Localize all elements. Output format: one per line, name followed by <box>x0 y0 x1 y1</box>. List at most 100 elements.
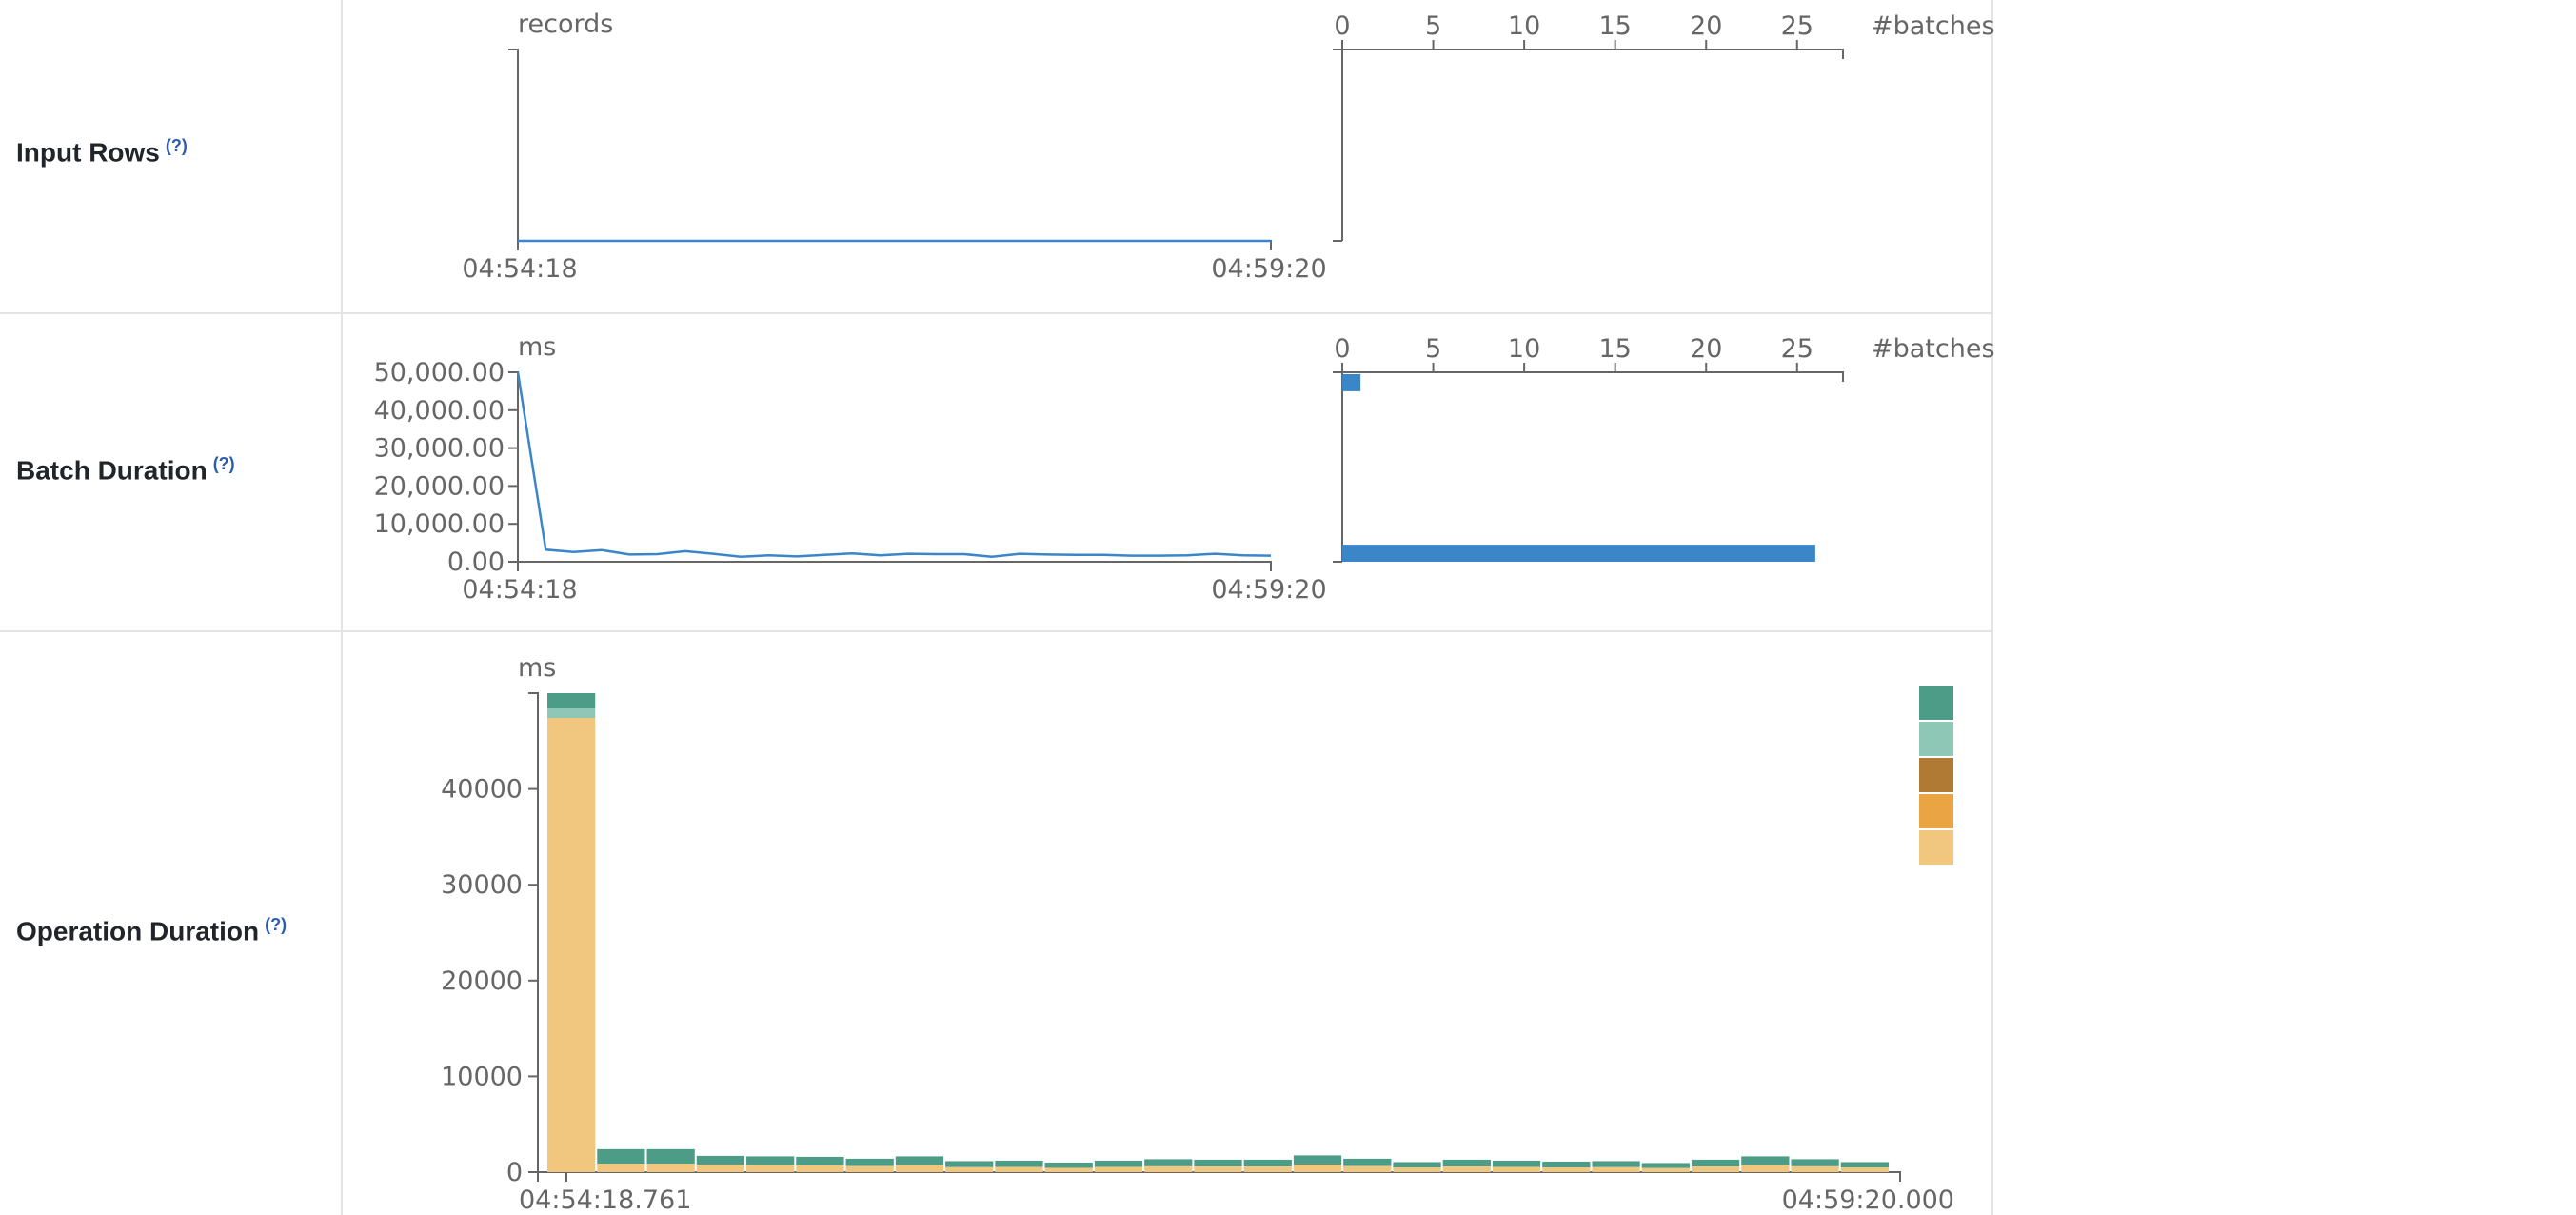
y-tick-label: 40,000.00 <box>374 396 505 426</box>
stack-segment <box>796 1156 844 1165</box>
stack-segment <box>1393 1162 1441 1168</box>
stack-segment <box>796 1165 844 1172</box>
stack-segment <box>995 1160 1043 1167</box>
y-tick-label: 30,000.00 <box>374 434 505 464</box>
x-tick-label: 04:59:20.000 <box>1782 1185 1954 1215</box>
y-tick-label: 20000 <box>441 966 523 996</box>
histogram-tick-label: 20 <box>1690 11 1722 41</box>
stack-segment <box>1741 1165 1790 1172</box>
stack-segment <box>1243 1159 1292 1167</box>
stack-segment <box>1840 1167 1889 1172</box>
stack-segment <box>1641 1167 1690 1172</box>
y-tick-label: 40000 <box>441 775 523 805</box>
stack-segment <box>646 1164 695 1172</box>
stack-segment <box>597 1148 645 1164</box>
stack-segment <box>895 1156 944 1165</box>
y-axis-unit-label: records <box>518 10 613 39</box>
stack-segment <box>1741 1156 1790 1165</box>
stack-segment <box>1442 1166 1491 1172</box>
x-axis-line <box>517 561 1272 571</box>
stack-segment <box>1691 1159 1740 1167</box>
stack-segment <box>1044 1167 1093 1172</box>
stack-segment <box>1194 1159 1242 1167</box>
histogram-tick-label: 10 <box>1508 334 1540 364</box>
help-icon[interactable]: (?) <box>165 136 188 155</box>
stack-segment <box>1293 1165 1342 1172</box>
legend-swatch <box>1919 794 1953 828</box>
y-tick-label: 10000 <box>441 1062 523 1091</box>
histogram-tick-label: 20 <box>1690 334 1722 364</box>
histogram-1 <box>1333 40 1844 242</box>
streaming-statistics-panel: Input Rows (?) Batch Duration (?) Operatio… <box>0 0 1993 1215</box>
stack-segment <box>945 1161 994 1167</box>
stack-segment <box>1144 1165 1193 1172</box>
stack-segment <box>1542 1167 1591 1172</box>
histogram-bar <box>1342 374 1361 391</box>
legend-swatch <box>1919 830 1953 865</box>
x-tick-label: 04:54:18 <box>462 254 577 284</box>
stack-segment <box>547 708 596 718</box>
help-icon[interactable]: (?) <box>212 454 235 473</box>
stack-segment <box>1791 1165 1839 1172</box>
x-tick-label: 04:59:20 <box>1211 254 1326 284</box>
x-tick-label: 04:54:18.761 <box>519 1185 691 1215</box>
histogram-tick-label: 5 <box>1425 11 1441 41</box>
histogram-tick-label: 15 <box>1598 11 1631 41</box>
x-tick-label: 04:59:20 <box>1211 575 1326 605</box>
stack-segment <box>696 1155 745 1165</box>
stack-segment <box>1542 1161 1591 1168</box>
stack-segment <box>1840 1162 1889 1168</box>
legend-swatch <box>1919 758 1953 792</box>
stack-segment <box>1094 1166 1143 1172</box>
stack-segment <box>1144 1159 1193 1166</box>
row-title: Batch Duration <box>16 455 208 486</box>
line-chart-0 <box>508 49 1272 250</box>
y-tick-label: 50,000.00 <box>374 358 505 388</box>
stack-segment <box>746 1156 795 1165</box>
stack-segment <box>1293 1155 1342 1165</box>
histogram-axis-label: #batches <box>1872 11 1995 41</box>
stack-segment <box>1592 1161 1640 1167</box>
stack-segment <box>895 1165 944 1172</box>
operation-duration-label: Operation Duration (?) <box>16 915 287 946</box>
histogram-tick-label: 10 <box>1508 11 1540 41</box>
y-tick-label: 30000 <box>441 870 523 900</box>
stack-segment <box>1343 1165 1392 1172</box>
right-border <box>1991 0 1993 1215</box>
series-line <box>516 371 1272 559</box>
x-axis-line <box>517 240 1272 250</box>
histogram-tick-label: 5 <box>1425 334 1441 364</box>
stack-segment <box>1641 1163 1690 1168</box>
stack-segment <box>547 718 596 1172</box>
y-axis-line <box>508 49 519 241</box>
stack-segment <box>1343 1158 1392 1166</box>
stack-segment <box>1592 1166 1640 1172</box>
stack-segment <box>1094 1160 1143 1167</box>
histogram-tick-label: 0 <box>1334 11 1350 41</box>
y-axis-unit-label: ms <box>518 653 556 683</box>
help-icon[interactable]: (?) <box>265 915 287 934</box>
histogram-tick-label: 15 <box>1598 334 1631 364</box>
stack-segment <box>1791 1159 1839 1166</box>
stack-segment <box>1691 1166 1740 1172</box>
histogram-tick-label: 25 <box>1781 11 1813 41</box>
row-divider <box>0 630 1993 632</box>
histogram-3 <box>1333 363 1844 563</box>
y-tick-label: 10,000.00 <box>374 509 505 539</box>
histogram-tick-label: 0 <box>1334 334 1350 364</box>
row-divider <box>0 312 1993 314</box>
stack-segment <box>746 1165 795 1172</box>
stack-segment <box>1492 1160 1541 1167</box>
stack-segment <box>1492 1166 1541 1172</box>
x-axis-line <box>537 1171 1901 1182</box>
y-tick-label: 0 <box>506 1158 523 1187</box>
histogram-tick-label: 25 <box>1781 334 1813 364</box>
stack-segment <box>1194 1166 1242 1172</box>
stack-segment <box>696 1165 745 1172</box>
input-rows-label: Input Rows (?) <box>16 136 188 168</box>
stack-segment <box>995 1166 1043 1172</box>
row-title: Operation Duration <box>16 916 260 946</box>
line-chart-2 <box>508 371 1272 571</box>
stack-segment <box>646 1148 695 1164</box>
